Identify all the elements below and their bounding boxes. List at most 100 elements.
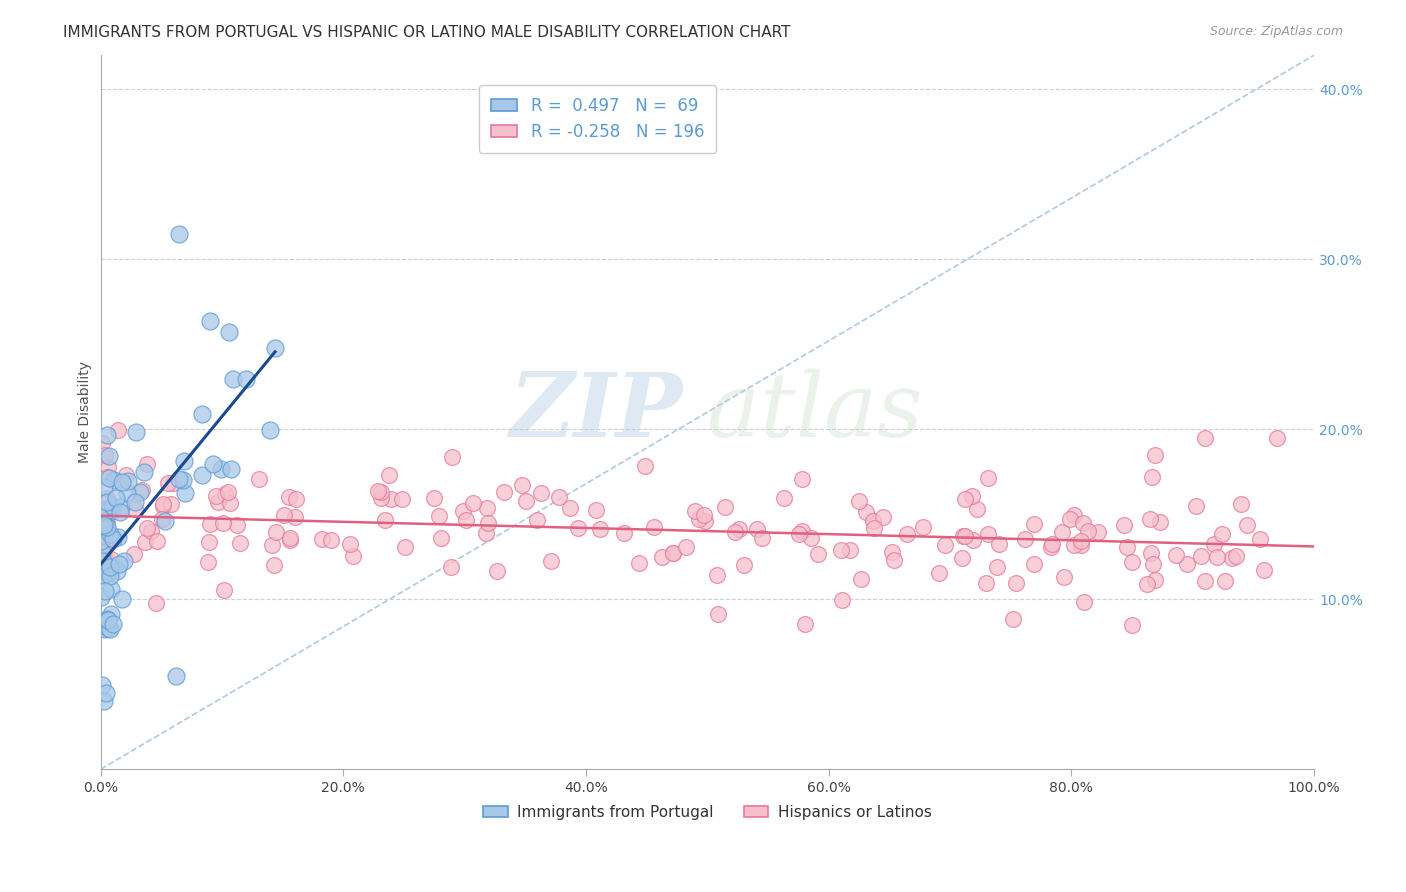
Point <box>662 546 685 560</box>
Point <box>713 500 735 515</box>
Point <box>90 502 112 516</box>
Point <box>1204 537 1226 551</box>
Point <box>108 557 131 571</box>
Point <box>486 564 509 578</box>
Point <box>693 514 716 528</box>
Point <box>441 450 464 464</box>
Point <box>1071 516 1094 531</box>
Point <box>1194 574 1216 589</box>
Point <box>91 545 114 559</box>
Point <box>838 543 860 558</box>
Point <box>793 616 815 631</box>
Point <box>197 555 219 569</box>
Point <box>1225 549 1247 563</box>
Point <box>94 448 117 462</box>
Point <box>950 550 973 565</box>
Point <box>1166 548 1188 562</box>
Point <box>1070 534 1092 549</box>
Point <box>96 428 118 442</box>
Point <box>831 593 853 607</box>
Point <box>451 504 474 518</box>
Point <box>172 473 194 487</box>
Point <box>146 533 169 548</box>
Point <box>165 669 187 683</box>
Point <box>264 341 287 355</box>
Point <box>214 487 236 501</box>
Point <box>90 503 112 517</box>
Point <box>724 524 747 539</box>
Point <box>105 491 128 505</box>
Point <box>475 525 498 540</box>
Point <box>93 559 115 574</box>
Point <box>93 517 115 532</box>
Point <box>955 492 977 507</box>
Point <box>101 617 124 632</box>
Point <box>1077 524 1099 538</box>
Point <box>190 468 212 483</box>
Point <box>94 529 117 543</box>
Point <box>263 558 285 572</box>
Point <box>1143 448 1166 462</box>
Point <box>98 560 121 574</box>
Point <box>98 622 121 636</box>
Point <box>1063 538 1085 552</box>
Point <box>222 372 245 386</box>
Text: IMMIGRANTS FROM PORTUGAL VS HISPANIC OR LATINO MALE DISABILITY CORRELATION CHART: IMMIGRANTS FROM PORTUGAL VS HISPANIC OR … <box>63 25 790 40</box>
Point <box>93 694 115 708</box>
Point <box>97 614 120 628</box>
Point <box>198 314 221 328</box>
Point <box>259 423 281 437</box>
Point <box>93 514 115 528</box>
Point <box>378 468 401 483</box>
Point <box>1191 549 1213 563</box>
Point <box>115 486 138 500</box>
Point <box>98 564 121 578</box>
Point <box>90 678 112 692</box>
Point <box>273 508 295 522</box>
Point <box>745 522 768 536</box>
Point <box>278 490 301 504</box>
Point <box>247 472 270 486</box>
Point <box>962 533 984 547</box>
Point <box>1002 611 1025 625</box>
Point <box>1059 512 1081 526</box>
Point <box>1136 577 1159 591</box>
Point <box>1265 431 1288 445</box>
Point <box>1139 512 1161 526</box>
Point <box>1220 551 1243 566</box>
Text: Source: ZipAtlas.com: Source: ZipAtlas.com <box>1209 25 1343 38</box>
Point <box>1112 518 1135 533</box>
Point <box>94 529 117 543</box>
Point <box>880 545 903 559</box>
Point <box>169 227 191 241</box>
Point <box>96 520 118 534</box>
Point <box>209 461 232 475</box>
Point <box>515 493 537 508</box>
Point <box>773 491 796 506</box>
Point <box>97 621 120 635</box>
Point <box>1014 533 1036 547</box>
Point <box>790 524 813 538</box>
Point <box>430 531 453 545</box>
Point <box>105 565 128 579</box>
Point <box>370 491 392 506</box>
Point <box>394 540 416 554</box>
Point <box>391 492 413 507</box>
Point <box>111 591 134 606</box>
Point <box>173 453 195 467</box>
Point <box>1140 470 1163 484</box>
Point <box>952 529 974 543</box>
Point <box>100 557 122 571</box>
Point <box>98 449 121 463</box>
Point <box>807 548 830 562</box>
Point <box>311 533 333 547</box>
Point <box>278 531 301 545</box>
Point <box>934 538 956 552</box>
Text: ZIP: ZIP <box>510 369 683 456</box>
Point <box>728 522 751 536</box>
Point <box>94 622 117 636</box>
Point <box>675 540 697 554</box>
Point <box>128 485 150 500</box>
Point <box>1185 499 1208 513</box>
Point <box>162 476 184 491</box>
